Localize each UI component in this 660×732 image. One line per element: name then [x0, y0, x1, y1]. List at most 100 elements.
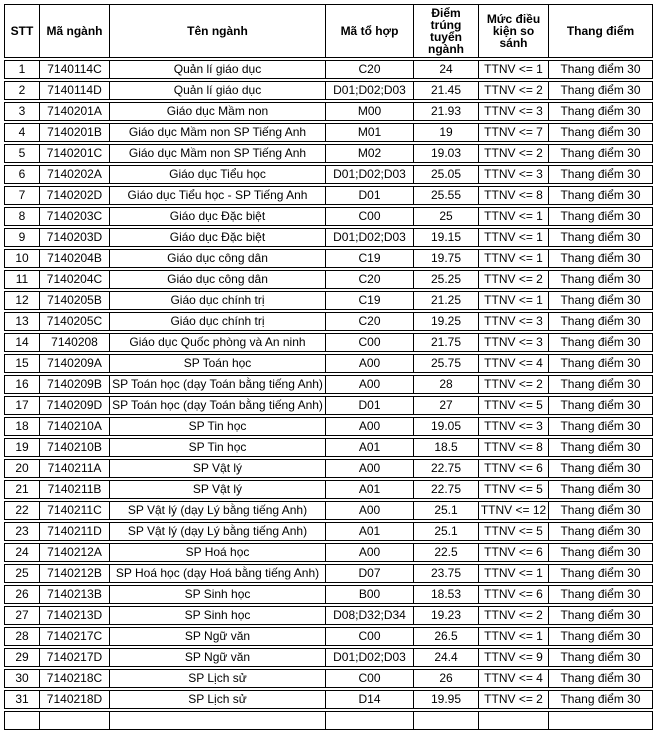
cell-thang-diem: Thang điểm 30 [548, 186, 653, 205]
cell-muc-dieu-kien: TTNV <= 4 [478, 669, 548, 688]
cell-ma-nganh: 7140202A [39, 165, 109, 184]
cell-stt: 12 [4, 291, 39, 310]
cell-ten-nganh: Giáo dục Mầm non SP Tiếng Anh [109, 123, 325, 142]
cell-diem-trung-tuyen: 22.5 [413, 543, 478, 562]
cell-ma-to-hop: C00 [325, 669, 413, 688]
cell-ma-nganh: 7140211B [39, 480, 109, 499]
cell-ma-to-hop: M01 [325, 123, 413, 142]
cell-ma-nganh: 7140209A [39, 354, 109, 373]
cell-muc-dieu-kien: TTNV <= 3 [478, 312, 548, 331]
cell-stt: 17 [4, 396, 39, 415]
cell-stt: 28 [4, 627, 39, 646]
cell-ma-nganh: 7140201B [39, 123, 109, 142]
cell-muc-dieu-kien: TTNV <= 3 [478, 102, 548, 121]
cell-muc-dieu-kien: TTNV <= 6 [478, 543, 548, 562]
cell-thang-diem: Thang điểm 30 [548, 81, 653, 100]
cell-ma-to-hop: A00 [325, 501, 413, 520]
cell-ten-nganh: Giáo dục chính trị [109, 312, 325, 331]
table-row: 11 7140204C Giáo dục công dân C20 25.25 TTNV … [4, 270, 653, 289]
cell-ma-to-hop: M02 [325, 144, 413, 163]
table-row: 21 7140211B SP Vật lý A01 22.75 TTNV <= 5 Than… [4, 480, 653, 499]
cell-stt: 1 [4, 60, 39, 79]
cell-muc-dieu-kien [478, 711, 548, 730]
table-row: 3 7140201A Giáo dục Mầm non M00 21.93 TTNV <=… [4, 102, 653, 121]
cell-muc-dieu-kien: TTNV <= 2 [478, 81, 548, 100]
cell-ten-nganh: SP Toán học (dạy Toán bằng tiếng Anh) [109, 396, 325, 415]
cell-diem-trung-tuyen: 19.03 [413, 144, 478, 163]
cell-ten-nganh: SP Hoá học (dạy Hoá bằng tiếng Anh) [109, 564, 325, 583]
cell-stt: 16 [4, 375, 39, 394]
cell-diem-trung-tuyen: 25.1 [413, 522, 478, 541]
cell-ten-nganh: Giáo dục Tiểu học - SP Tiếng Anh [109, 186, 325, 205]
cell-stt: 27 [4, 606, 39, 625]
cell-ten-nganh: SP Vật lý [109, 459, 325, 478]
cell-ten-nganh: SP Sinh học [109, 606, 325, 625]
cell-thang-diem: Thang điểm 30 [548, 60, 653, 79]
cell-diem-trung-tuyen: 18.53 [413, 585, 478, 604]
cell-thang-diem: Thang điểm 30 [548, 375, 653, 394]
cell-muc-dieu-kien: TTNV <= 1 [478, 60, 548, 79]
cell-thang-diem: Thang điểm 30 [548, 564, 653, 583]
cell-ma-to-hop: A01 [325, 480, 413, 499]
cell-diem-trung-tuyen: 28 [413, 375, 478, 394]
cell-ten-nganh: Giáo dục Mầm non [109, 102, 325, 121]
cell-thang-diem: Thang điểm 30 [548, 669, 653, 688]
cell-stt: 21 [4, 480, 39, 499]
table-row: 19 7140210B SP Tin học A01 18.5 TTNV <= 8 Than… [4, 438, 653, 457]
cell-ma-nganh: 7140211D [39, 522, 109, 541]
cell-muc-dieu-kien: TTNV <= 5 [478, 480, 548, 499]
table-row: 29 7140217D SP Ngữ văn D01;D02;D03 24.4 TTNV … [4, 648, 653, 667]
cell-ma-nganh: 7140210B [39, 438, 109, 457]
cell-stt: 11 [4, 270, 39, 289]
cell-muc-dieu-kien: TTNV <= 12 [478, 501, 548, 520]
cell-ma-to-hop: C00 [325, 207, 413, 226]
table-row: 20 7140211A SP Vật lý A00 22.75 TTNV <= 6 Than… [4, 459, 653, 478]
cell-ma-to-hop: A00 [325, 543, 413, 562]
table-row: 28 7140217C SP Ngữ văn C00 26.5 TTNV <= 1 Than… [4, 627, 653, 646]
cell-diem-trung-tuyen: 22.75 [413, 459, 478, 478]
cell-muc-dieu-kien: TTNV <= 1 [478, 249, 548, 268]
cell-diem-trung-tuyen: 24 [413, 60, 478, 79]
cell-stt: 7 [4, 186, 39, 205]
cell-diem-trung-tuyen: 21.25 [413, 291, 478, 310]
table-row: 24 7140212A SP Hoá học A00 22.5 TTNV <= 6 Than… [4, 543, 653, 562]
cell-thang-diem [548, 711, 653, 730]
cell-ma-to-hop: D01 [325, 396, 413, 415]
cell-ma-to-hop: D07 [325, 564, 413, 583]
table-header: STT Mã ngành Tên ngành Mã tổ hợp Điểm trúng … [4, 4, 653, 58]
cell-ma-to-hop: C00 [325, 627, 413, 646]
cell-ma-to-hop: C00 [325, 333, 413, 352]
table-row: 27 7140213D SP Sinh học D08;D32;D34 19.23 TTN… [4, 606, 653, 625]
table-row: 10 7140204B Giáo dục công dân C19 19.75 TTNV … [4, 249, 653, 268]
cell-thang-diem: Thang điểm 30 [548, 249, 653, 268]
cell-ma-nganh: 7140114D [39, 81, 109, 100]
cell-ma-nganh: 7140212A [39, 543, 109, 562]
cell-muc-dieu-kien: TTNV <= 1 [478, 291, 548, 310]
cell-muc-dieu-kien: TTNV <= 2 [478, 375, 548, 394]
cell-ma-nganh: 7140203D [39, 228, 109, 247]
cell-diem-trung-tuyen: 19.25 [413, 312, 478, 331]
column-header-thang-diem: Thang điểm [548, 4, 653, 58]
table-row: 30 7140218C SP Lịch sử C00 26 TTNV <= 4 Thang … [4, 669, 653, 688]
admission-scores-table: STT Mã ngành Tên ngành Mã tổ hợp Điểm trúng … [4, 2, 653, 732]
table-row: 4 7140201B Giáo dục Mầm non SP Tiếng Anh M0… [4, 123, 653, 142]
cell-ma-to-hop: D01;D02;D03 [325, 228, 413, 247]
cell-stt: 6 [4, 165, 39, 184]
cell-ten-nganh: SP Hoá học [109, 543, 325, 562]
cell-ma-nganh: 7140201C [39, 144, 109, 163]
cell-ma-to-hop: D01;D02;D03 [325, 648, 413, 667]
cell-ma-nganh: 7140208 [39, 333, 109, 352]
cell-diem-trung-tuyen [413, 711, 478, 730]
cell-muc-dieu-kien: TTNV <= 3 [478, 333, 548, 352]
cell-thang-diem: Thang điểm 30 [548, 543, 653, 562]
cell-ma-to-hop: D08;D32;D34 [325, 606, 413, 625]
cell-stt: 3 [4, 102, 39, 121]
cell-muc-dieu-kien: TTNV <= 1 [478, 627, 548, 646]
cell-ma-nganh: 7140209B [39, 375, 109, 394]
table-row: 16 7140209B SP Toán học (dạy Toán bằng tiế… [4, 375, 653, 394]
cell-thang-diem: Thang điểm 30 [548, 480, 653, 499]
cell-ma-to-hop: A01 [325, 438, 413, 457]
cell-thang-diem: Thang điểm 30 [548, 690, 653, 709]
